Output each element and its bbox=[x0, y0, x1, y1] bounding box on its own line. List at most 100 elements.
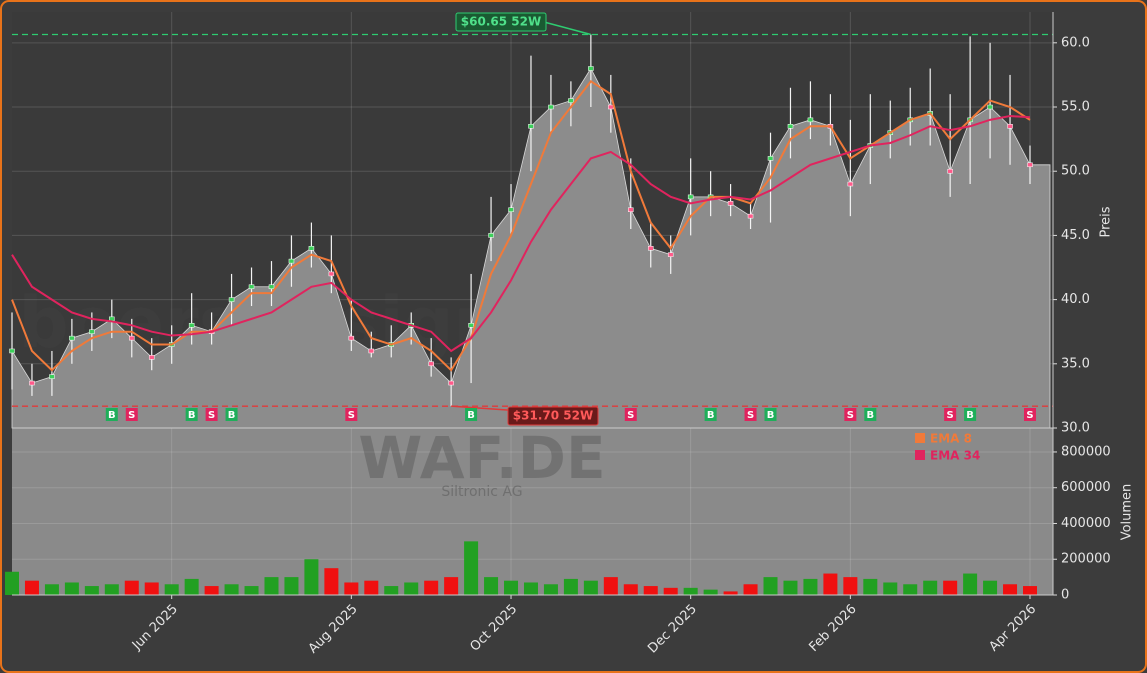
volume-bar bbox=[364, 580, 379, 595]
volume-bar bbox=[543, 584, 558, 595]
volume-bar bbox=[424, 580, 439, 595]
volume-bar bbox=[64, 582, 79, 595]
candle-body bbox=[448, 380, 454, 386]
volume-bar bbox=[264, 577, 279, 595]
y-tick-label: 400000 bbox=[1061, 516, 1111, 531]
signal-box bbox=[105, 408, 118, 421]
52w-label: $60.65 52W bbox=[461, 15, 541, 29]
volume-bar bbox=[104, 584, 119, 595]
volume-bar bbox=[1003, 584, 1018, 595]
volume-bar bbox=[464, 541, 479, 595]
volume-panel bbox=[12, 428, 1053, 595]
52w-label: $31.70 52W bbox=[513, 409, 593, 423]
signal-box bbox=[205, 408, 218, 421]
signal-label: B bbox=[767, 410, 775, 421]
signal-label: B bbox=[467, 410, 475, 421]
volume-bar bbox=[923, 580, 938, 595]
candle-body bbox=[987, 104, 993, 110]
candle-body bbox=[628, 207, 634, 212]
volume-bar bbox=[823, 573, 838, 595]
volume-bar bbox=[963, 573, 978, 595]
candle-body bbox=[608, 104, 614, 110]
volume-bar bbox=[803, 578, 818, 595]
candle-body bbox=[348, 335, 355, 341]
signal-label: S bbox=[847, 410, 854, 421]
volume-bar bbox=[244, 586, 259, 595]
signal-label: S bbox=[947, 410, 954, 421]
volume-bar bbox=[404, 582, 419, 595]
signal-box bbox=[125, 408, 138, 421]
company-watermark: Siltronic AG bbox=[441, 484, 522, 500]
y-tick-label: 600000 bbox=[1061, 480, 1111, 495]
volume-bar bbox=[184, 578, 199, 595]
candle-body bbox=[308, 245, 315, 251]
signal-label: S bbox=[128, 410, 135, 421]
legend-swatch bbox=[915, 450, 925, 460]
plot: boersensignale.trade30.035.040.045.050.0… bbox=[5, 12, 1135, 657]
candle-body bbox=[89, 329, 95, 334]
candle-body bbox=[29, 380, 35, 386]
volume-bar bbox=[284, 577, 299, 595]
signal-label: B bbox=[228, 410, 236, 421]
signal-box bbox=[964, 408, 977, 421]
candle-body bbox=[288, 258, 295, 264]
volume-bar bbox=[523, 582, 538, 595]
signal-box bbox=[844, 408, 857, 421]
candle-body bbox=[188, 323, 195, 328]
candle-body bbox=[508, 207, 514, 212]
candle-body bbox=[488, 233, 494, 238]
signal-box bbox=[704, 408, 717, 421]
signal-box bbox=[744, 408, 757, 421]
volume-bar bbox=[843, 577, 858, 595]
volume-bar bbox=[863, 578, 878, 595]
volume-bar bbox=[663, 587, 678, 595]
volume-bar bbox=[444, 577, 459, 595]
volume-bar bbox=[623, 584, 638, 595]
signal-label: B bbox=[867, 410, 875, 421]
volume-bar bbox=[484, 577, 499, 595]
candle-body bbox=[69, 335, 75, 341]
volume-bar bbox=[344, 582, 359, 595]
candle-body bbox=[687, 194, 694, 200]
signal-label: S bbox=[208, 410, 215, 421]
candle-body bbox=[468, 323, 474, 328]
candle-body bbox=[807, 117, 814, 123]
candle-body bbox=[49, 374, 55, 379]
volume-bar bbox=[983, 580, 998, 595]
candle-body bbox=[787, 124, 794, 129]
volume-bar bbox=[683, 587, 698, 595]
ema-line bbox=[11, 114, 1031, 353]
signal-label: S bbox=[747, 410, 754, 421]
signal-box bbox=[345, 408, 358, 421]
candle-body bbox=[9, 348, 15, 354]
volume-bar bbox=[24, 580, 39, 595]
y-tick-label: 35.0 bbox=[1061, 356, 1090, 371]
candle-body bbox=[248, 284, 255, 290]
volume-bar bbox=[504, 580, 519, 595]
volume-bar bbox=[164, 584, 179, 595]
y-tick-label: 50.0 bbox=[1061, 164, 1090, 179]
candle-body bbox=[368, 348, 375, 354]
candle-body bbox=[588, 66, 594, 71]
signal-box bbox=[1024, 408, 1036, 421]
volume-bar bbox=[224, 584, 239, 595]
legend-label: EMA 34 bbox=[930, 449, 980, 463]
signal-label: S bbox=[1026, 410, 1033, 421]
signal-label: B bbox=[966, 410, 974, 421]
signal-label: S bbox=[348, 410, 355, 421]
volume-bar bbox=[783, 580, 798, 595]
volume-bar bbox=[1023, 586, 1037, 595]
candle-body bbox=[129, 335, 135, 341]
legend-swatch bbox=[915, 433, 925, 443]
volume-bar bbox=[883, 582, 898, 595]
candle-body bbox=[428, 361, 434, 367]
candle-body bbox=[328, 271, 335, 277]
candle-body bbox=[548, 104, 554, 110]
signal-label: S bbox=[627, 410, 634, 421]
volume-bar bbox=[603, 577, 618, 595]
volume-bar bbox=[903, 584, 918, 595]
signal-box bbox=[864, 408, 877, 421]
volume-bar bbox=[324, 568, 339, 595]
y-tick-label: 800000 bbox=[1061, 444, 1111, 459]
